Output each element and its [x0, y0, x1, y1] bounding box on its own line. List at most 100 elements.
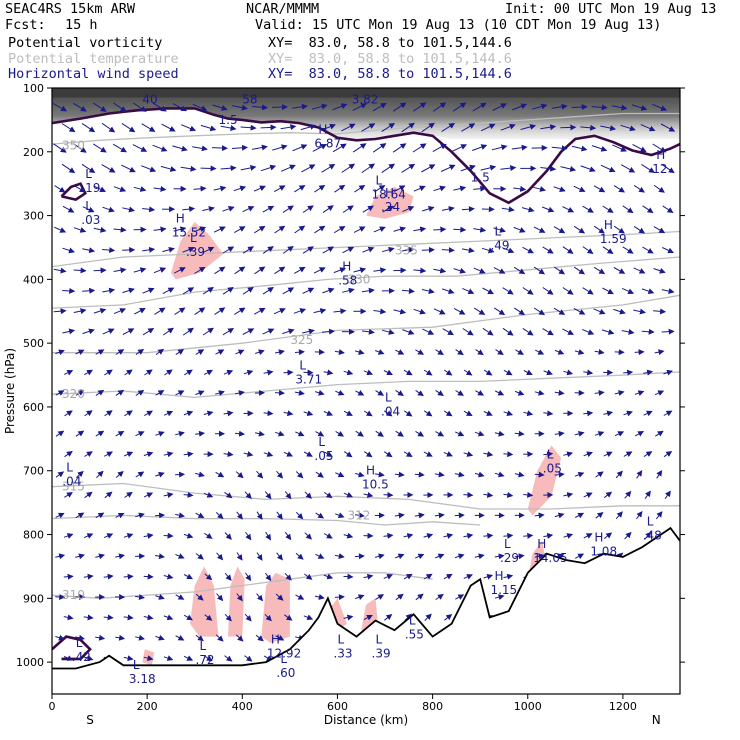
wind-arrow	[453, 185, 467, 192]
wind-arrow	[175, 594, 185, 600]
wind-arrow	[95, 430, 105, 437]
wind-arrow	[183, 491, 194, 498]
extremum-marker: L3.71	[295, 358, 322, 386]
wind-arrow	[243, 451, 254, 457]
wind-arrow	[123, 614, 134, 621]
extremum-marker: L3.18	[129, 658, 156, 686]
wind-arrow	[215, 634, 224, 642]
wind-arrow	[54, 185, 66, 193]
wind-arrow	[433, 308, 446, 315]
theta-label: 335	[395, 244, 418, 258]
wind-arrow	[582, 246, 594, 254]
wind-arrow	[95, 553, 105, 560]
wind-arrow	[74, 185, 86, 193]
wind-arrow	[162, 327, 174, 336]
wind-arrow	[354, 349, 365, 355]
wind-arrow	[573, 225, 586, 234]
wind-arrow	[652, 103, 668, 111]
wind-arrow	[113, 102, 127, 112]
wind-arrow	[602, 287, 614, 295]
wind-arrow	[142, 206, 156, 213]
wind-arrow	[275, 593, 284, 601]
wind-arrow	[483, 573, 494, 580]
wind-arrow	[153, 267, 167, 274]
y-tick-label: 500	[23, 337, 44, 350]
wind-arrow	[663, 451, 673, 458]
wind-arrow	[583, 410, 594, 417]
wind-arrow	[162, 246, 175, 253]
theta-label: 320	[62, 387, 85, 401]
wind-arrow	[61, 163, 76, 174]
extremum-type: L	[299, 358, 306, 372]
wind-arrow	[383, 574, 394, 580]
wind-arrow	[653, 184, 665, 193]
wind-arrow	[213, 185, 227, 192]
wind-arrow	[421, 164, 436, 173]
wind-arrow	[534, 512, 545, 519]
wind-arrow	[611, 104, 628, 111]
extremum-type: L	[133, 658, 140, 672]
wind-arrow	[224, 613, 232, 622]
wind-arrow	[461, 123, 476, 132]
wind-arrow	[276, 552, 283, 561]
wind-arrow	[332, 103, 348, 111]
wind-arrow	[453, 267, 466, 274]
wind-arrow	[352, 103, 367, 111]
wind-arrow	[381, 163, 396, 174]
wind-arrow	[641, 163, 655, 173]
wind-arrow	[463, 451, 474, 457]
extremum-value: 12.92	[267, 647, 301, 661]
wind-arrow	[303, 410, 314, 417]
wind-arrow	[602, 205, 614, 213]
wind-arrow	[53, 143, 67, 153]
wind-arrow	[634, 390, 645, 396]
wind-arrow	[155, 594, 165, 600]
wind-arrow	[443, 533, 454, 539]
extremum-marker: L.03	[81, 199, 100, 227]
wind-arrow	[384, 613, 393, 621]
wind-arrow	[495, 349, 504, 356]
wind-arrow	[163, 614, 174, 621]
extremum-marker: L.55	[405, 614, 424, 642]
wind-arrow	[275, 634, 285, 641]
wind-arrow	[461, 206, 475, 213]
wind-arrow	[64, 492, 73, 498]
wind-arrow	[624, 531, 632, 540]
wind-arrow	[511, 144, 528, 151]
wind-arrow	[583, 492, 593, 498]
wind-arrow	[664, 490, 671, 499]
wind-arrow	[441, 206, 455, 212]
upper-value-label: 3.82	[352, 92, 379, 106]
y-tick-label: 400	[23, 273, 44, 286]
wind-arrow	[55, 512, 65, 519]
wind-arrow	[482, 287, 494, 295]
wind-arrow	[463, 369, 473, 376]
wind-arrow	[653, 308, 667, 315]
wind-arrow	[502, 247, 515, 254]
wind-arrow	[160, 165, 177, 172]
extremum-type: L	[280, 652, 287, 666]
wind-arrow	[62, 205, 75, 213]
wind-arrow	[256, 593, 264, 602]
wind-arrow	[142, 287, 155, 294]
y-tick-label: 100	[23, 82, 44, 95]
wind-arrow	[322, 205, 334, 214]
wind-arrow	[215, 471, 225, 478]
wind-arrow	[75, 634, 85, 641]
extremum-marker: L.04	[381, 390, 400, 418]
wind-arrow	[123, 451, 134, 458]
wind-arrow	[435, 553, 445, 560]
wind-arrow	[472, 102, 487, 112]
extremum-marker: L.05	[543, 448, 562, 476]
wind-arrow	[343, 614, 354, 621]
wind-arrow	[574, 512, 585, 519]
wind-arrow	[600, 164, 616, 173]
extrema-annotations: 310 312 315 320 325 330 335 350 1.5 1.5 40 58 3.82 L.…	[62, 92, 667, 686]
wind-arrow	[220, 165, 237, 172]
wind-arrow	[202, 206, 215, 212]
wind-arrow	[433, 226, 447, 233]
wind-arrow	[143, 614, 154, 621]
wind-arrow	[175, 471, 186, 478]
wind-arrow	[84, 369, 93, 376]
